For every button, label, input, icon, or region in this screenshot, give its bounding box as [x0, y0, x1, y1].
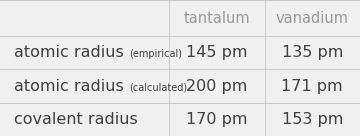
Text: 200 pm: 200 pm — [186, 78, 248, 94]
Text: (calculated): (calculated) — [129, 82, 188, 92]
Text: 135 pm: 135 pm — [282, 45, 343, 60]
Text: 145 pm: 145 pm — [186, 45, 248, 60]
Text: atomic radius: atomic radius — [14, 45, 129, 60]
Text: (empirical): (empirical) — [129, 49, 182, 59]
Text: vanadium: vanadium — [276, 10, 349, 26]
Text: 171 pm: 171 pm — [282, 78, 343, 94]
Text: atomic radius: atomic radius — [14, 78, 129, 94]
Text: covalent radius: covalent radius — [14, 112, 138, 127]
Text: tantalum: tantalum — [184, 10, 250, 26]
Text: 153 pm: 153 pm — [282, 112, 343, 127]
Text: 170 pm: 170 pm — [186, 112, 248, 127]
